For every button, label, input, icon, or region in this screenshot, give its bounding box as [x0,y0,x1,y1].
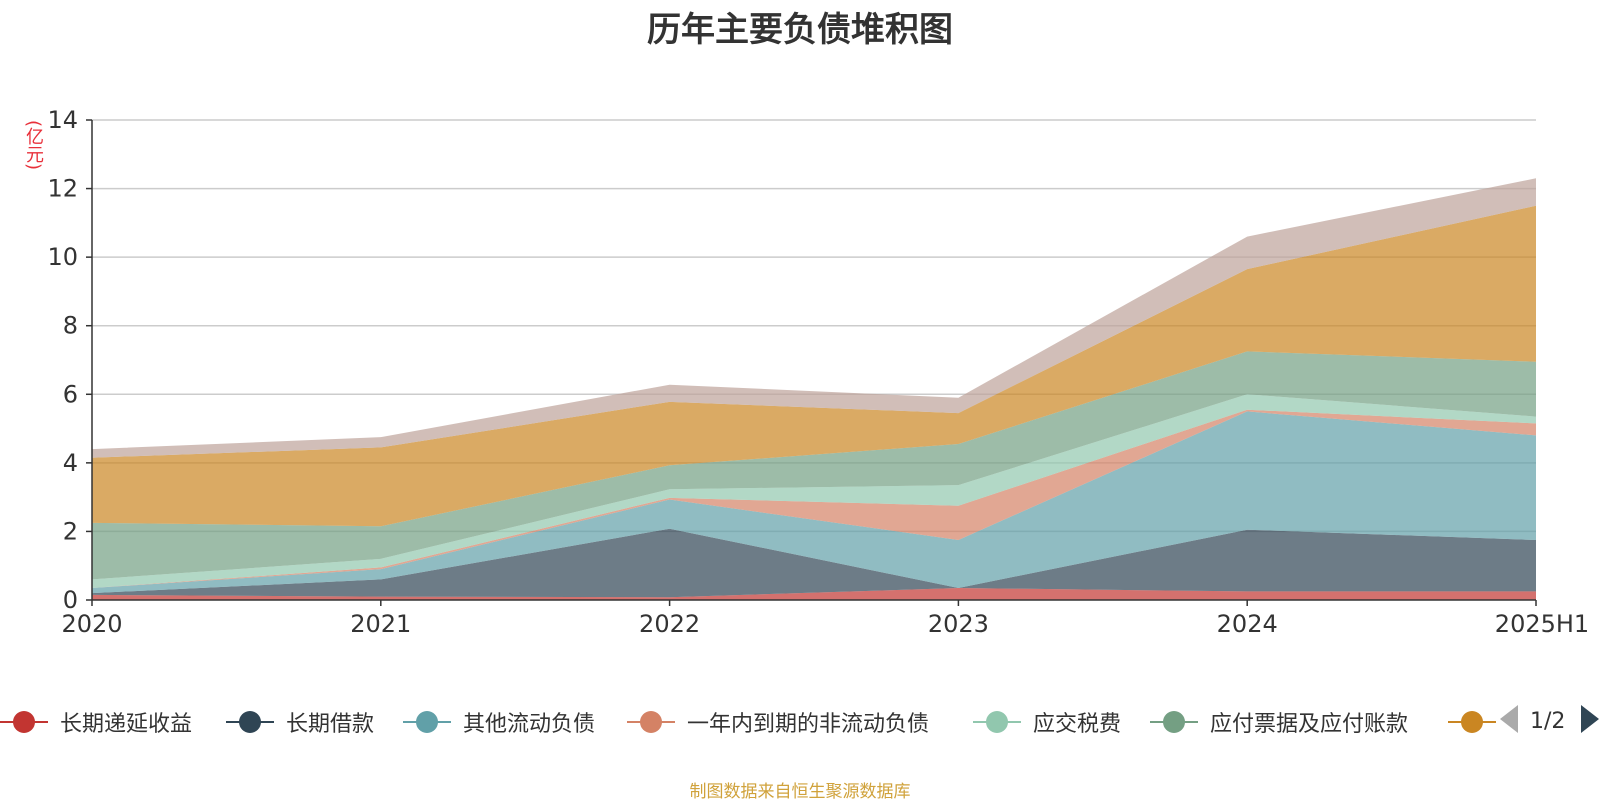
legend: 长期递延收益 长期借款 其他流动负债 一年内到期的非流动负债 应交税费 应付票据及应付账款 [0,700,1600,744]
area-series-8 [92,178,1536,458]
chart-title: 历年主要负债堆积图 [647,10,953,50]
y-axis-unit-label: (亿元) [23,120,44,171]
area-series-5 [92,394,1536,588]
legend-item[interactable]: 长期递延收益 [0,700,192,744]
legend-marker-icon [1150,700,1198,744]
legend-item[interactable]: 其他流动负债 [403,700,595,744]
area-series-1 [92,588,1536,600]
legend-label: 应付票据及应付账款 [1210,712,1409,737]
legend-item[interactable]: 长期借款 [226,700,374,744]
y-tick-label: 6 [63,380,78,408]
legend-marker-icon [1448,700,1496,744]
legend-item[interactable]: 一年内到期的非流动负债 [627,700,929,744]
y-tick-label: 2 [63,517,78,545]
x-tick-label: 2021 [350,610,411,638]
legend-item[interactable]: 应交税费 [973,700,1121,744]
stacked-area-chart: 0 2 4 6 8 10 12 14 2020 2021 2022 2023 2024 2025H1 [47,106,1589,638]
legend-page-indicator: 1/2 [1530,709,1566,734]
legend-marker-icon [627,700,675,744]
area-series-7 [92,205,1536,527]
legend-item[interactable]: 应付票据及应付账款 [1150,700,1408,744]
y-tick-label: 4 [63,449,78,477]
legend-label: 其他流动负债 [463,712,596,737]
x-tick-label: 2024 [1217,610,1278,638]
x-tick-label: 2020 [61,610,122,638]
legend-label: 长期借款 [286,712,375,737]
x-tick-label: 2022 [639,610,700,638]
legend-label: 一年内到期的非流动负债 [687,712,930,737]
data-source-note: 制图数据来自恒生聚源数据库 [689,782,911,802]
y-tick-label: 8 [63,312,78,340]
area-series-6 [92,351,1536,580]
axes: 0 2 4 6 8 10 12 14 2020 2021 2022 2023 2024 2025H1 [47,106,1589,638]
legend-marker-icon [226,700,274,744]
y-tick-label: 10 [47,243,78,271]
y-tick-label: 12 [47,175,78,203]
legend-marker-icon [973,700,1021,744]
legend-marker-icon [403,700,451,744]
x-tick-label: 2025H1 [1495,610,1589,638]
area-series [92,178,1536,600]
legend-prev-page-button[interactable] [1500,705,1518,733]
legend-label: 应交税费 [1033,712,1122,737]
legend-item[interactable] [1448,700,1496,744]
y-tick-label: 0 [63,586,78,614]
legend-marker-icon [0,700,48,744]
area-series-3 [92,411,1536,594]
legend-label: 长期递延收益 [60,712,193,737]
x-tick-label: 2023 [928,610,989,638]
y-tick-label: 14 [47,106,78,134]
area-series-2 [92,528,1536,598]
legend-next-page-button[interactable] [1581,705,1599,733]
